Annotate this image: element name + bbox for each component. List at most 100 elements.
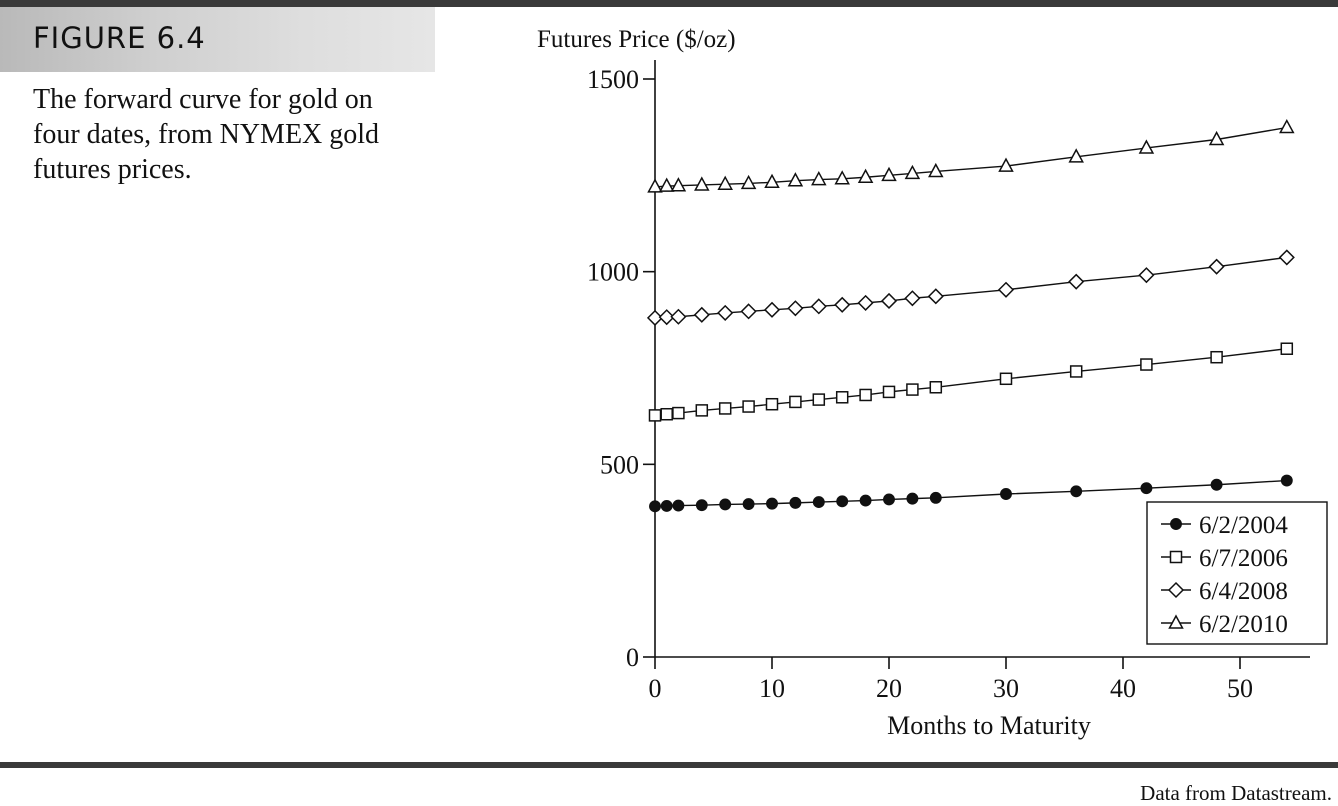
data-point-series-4	[764, 173, 780, 189]
data-point-series-1	[1000, 488, 1012, 500]
data-point-series-2	[718, 402, 732, 415]
data-point-series-1	[812, 496, 825, 509]
data-point-series-4	[670, 177, 687, 192]
data-point-series-4	[998, 157, 1014, 172]
data-point-series-1	[695, 499, 708, 512]
data-point-series-4	[1138, 139, 1155, 154]
data-point-series-4	[647, 178, 663, 193]
bottom-rule	[0, 762, 1338, 768]
data-point-series-2	[835, 391, 849, 404]
data-point-series-2	[812, 393, 826, 406]
legend-label: 6/4/2008	[1199, 578, 1288, 605]
data-point-series-2	[999, 372, 1013, 386]
data-point-series-3	[658, 309, 675, 326]
legend-marker	[1168, 614, 1184, 629]
data-point-series-1	[859, 494, 872, 507]
x-tick-label: 10	[759, 674, 785, 703]
data-point-series-4	[834, 170, 850, 185]
data-point-series-2	[1069, 365, 1083, 378]
data-point-series-1	[883, 493, 895, 506]
data-point-series-1	[766, 497, 778, 510]
data-point-series-2	[789, 395, 802, 409]
data-point-series-1	[672, 499, 685, 512]
legend-label: 6/2/2004	[1199, 512, 1288, 539]
data-point-series-2	[906, 383, 919, 396]
data-point-series-2	[1140, 358, 1153, 371]
data-point-series-1	[1280, 474, 1293, 487]
legend-label: 6/7/2006	[1199, 545, 1288, 572]
x-tick-label: 20	[876, 674, 902, 703]
data-point-series-1	[719, 498, 732, 511]
data-point-series-3	[717, 304, 734, 321]
data-point-series-1	[836, 495, 849, 508]
data-point-series-4	[1208, 130, 1225, 146]
x-tick-label: 50	[1227, 674, 1253, 703]
x-tick-label: 30	[993, 674, 1019, 703]
data-point-series-3	[670, 308, 687, 325]
x-tick-label: 40	[1110, 674, 1136, 703]
data-point-series-4	[881, 166, 897, 182]
data-point-series-2	[929, 381, 943, 394]
data-point-series-2	[1280, 342, 1294, 355]
y-tick-label: 1000	[587, 258, 639, 287]
data-point-series-3	[997, 281, 1015, 298]
y-tick-label: 1500	[587, 65, 639, 94]
data-point-series-3	[740, 303, 757, 320]
y-tick-label: 500	[600, 450, 639, 479]
data-point-series-3	[693, 306, 710, 323]
data-point-series-4	[694, 176, 710, 191]
data-point-series-1	[742, 498, 755, 510]
data-point-series-2	[1210, 350, 1223, 364]
data-point-series-2	[859, 388, 872, 402]
data-point-series-2	[648, 409, 662, 422]
data-point-series-4	[1279, 118, 1295, 134]
data-point-series-1	[906, 492, 919, 505]
data-point-series-2	[660, 407, 673, 421]
data-point-series-4	[658, 177, 675, 192]
data-point-series-3	[763, 301, 781, 318]
data-point-series-4	[787, 172, 804, 187]
data-point-series-2	[672, 406, 685, 420]
data-point-series-3	[787, 300, 804, 317]
data-point-series-2	[695, 404, 709, 417]
figure-caption: The forward curve for gold on four dates…	[33, 84, 380, 185]
data-point-series-1	[1210, 478, 1223, 491]
data-point-series-3	[904, 290, 921, 307]
data-point-series-1	[1140, 482, 1153, 495]
data-point-series-3	[1068, 273, 1085, 290]
data-point-series-4	[928, 162, 944, 178]
legend-marker	[1167, 581, 1185, 599]
data-point-series-4	[857, 168, 874, 184]
data-point-series-3	[1278, 249, 1295, 266]
y-tick-label: 0	[626, 643, 639, 672]
data-point-series-1	[660, 499, 673, 512]
top-rule	[0, 0, 1338, 7]
data-point-series-2	[882, 385, 896, 399]
data-point-series-2	[765, 397, 779, 411]
data-point-series-1	[649, 500, 661, 513]
data-point-series-1	[1070, 485, 1083, 498]
data-point-series-4	[717, 175, 733, 190]
data-point-series-3	[857, 294, 874, 311]
data-point-series-4	[904, 164, 921, 180]
data-point-series-3	[1208, 258, 1225, 275]
legend-marker	[1169, 550, 1183, 564]
data-point-series-4	[740, 174, 757, 190]
figure-label: FIGURE 6.4	[33, 21, 206, 55]
data-point-series-3	[646, 309, 664, 326]
data-point-series-4	[811, 170, 827, 186]
legend-label: 6/2/2010	[1199, 611, 1288, 638]
data-source-note: Data from Datastream.	[1140, 781, 1332, 805]
x-axis-label: Months to Maturity	[887, 711, 1091, 740]
data-point-series-3	[880, 292, 898, 310]
y-axis-label: Futures Price ($/oz)	[537, 26, 736, 53]
data-point-series-4	[1068, 148, 1084, 163]
data-point-series-3	[1138, 267, 1155, 284]
data-point-series-1	[929, 491, 942, 504]
legend-marker	[1170, 518, 1182, 530]
data-point-series-3	[810, 298, 827, 315]
data-point-series-3	[927, 288, 944, 305]
data-point-series-3	[834, 296, 851, 313]
x-tick-label: 0	[649, 674, 662, 703]
